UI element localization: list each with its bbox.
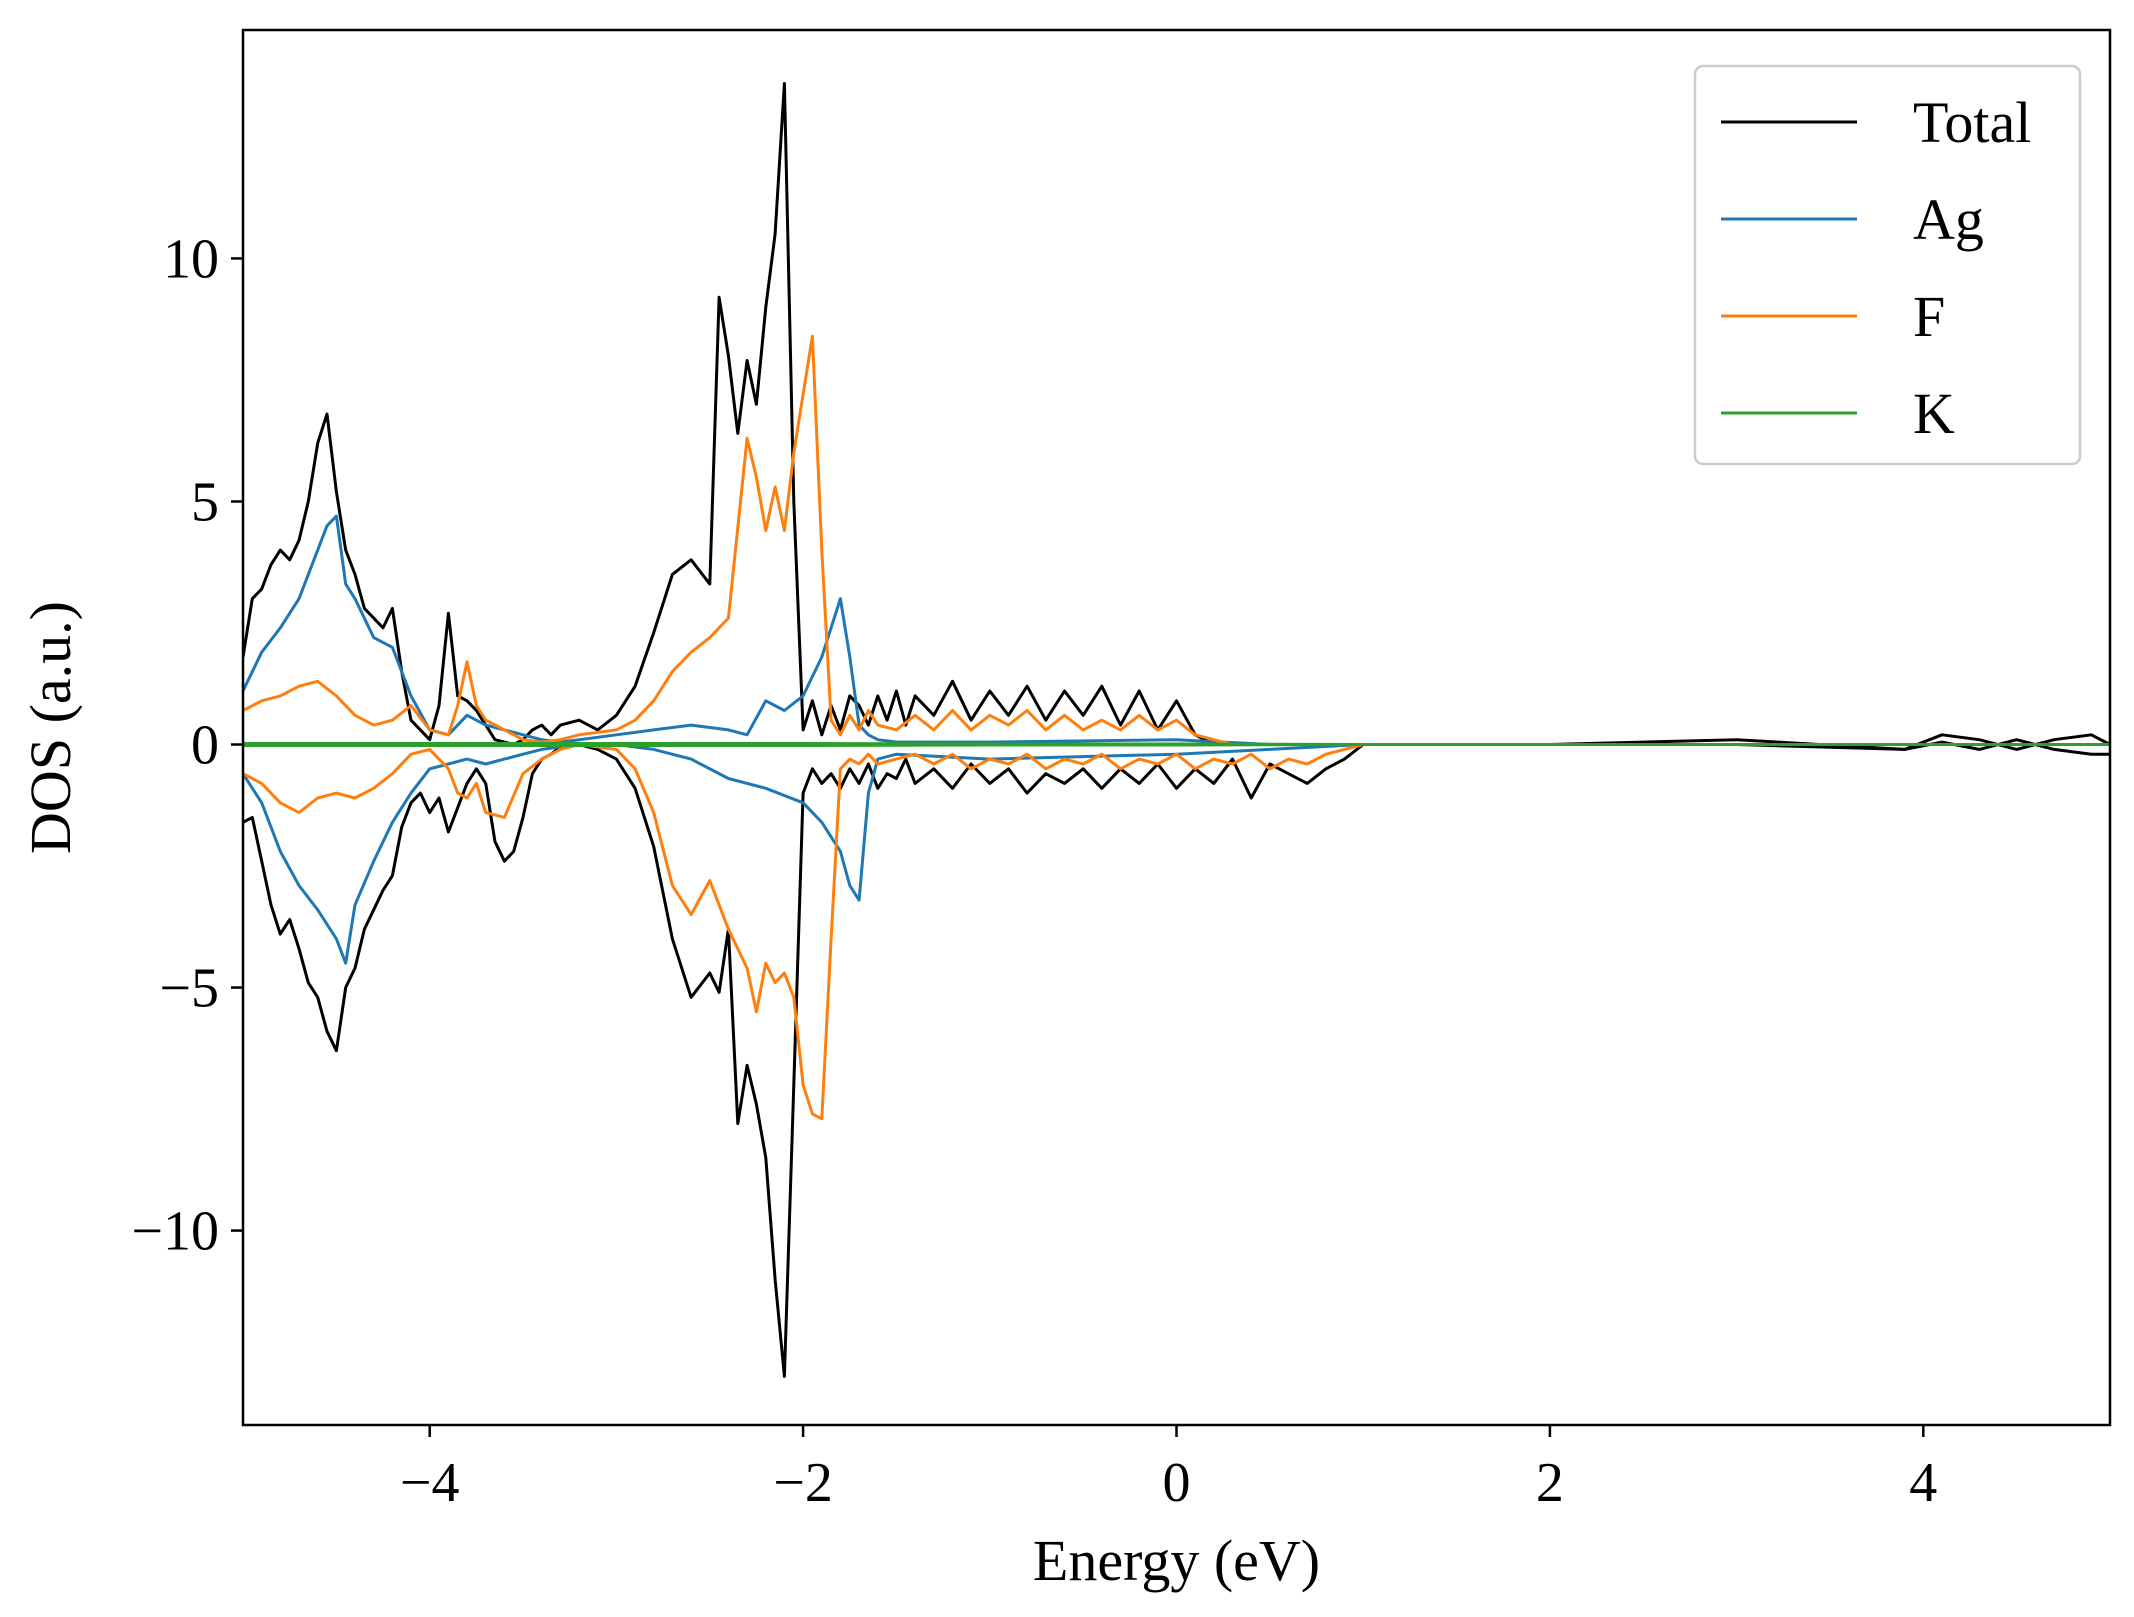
x-tick-label: 4 <box>1909 1452 1937 1514</box>
x-tick-label: −4 <box>400 1452 460 1514</box>
y-tick-label: −5 <box>159 958 219 1020</box>
legend-label-f: F <box>1913 284 1945 349</box>
y-tick-label: −10 <box>131 1201 219 1263</box>
y-tick-label: 5 <box>191 471 219 533</box>
y-axis-title: DOS (a.u.) <box>18 601 83 854</box>
series-f-spin-up-line <box>243 334 2110 746</box>
x-tick-label: 2 <box>1536 1452 1564 1514</box>
series-total-spin-down-line <box>243 738 2110 1378</box>
x-tick-label: −2 <box>773 1452 833 1514</box>
legend-label-ag: Ag <box>1913 187 1984 252</box>
x-axis-title: Energy (eV) <box>1033 1528 1320 1593</box>
legend-label-k: K <box>1913 381 1955 446</box>
legend-label-total: Total <box>1913 90 2031 155</box>
x-tick-label: 0 <box>1163 1452 1191 1514</box>
series-k-spin-down-line <box>243 743 2110 747</box>
series-total-spin-up-line <box>243 82 2110 751</box>
legend: Total Ag FK <box>1693 64 2082 466</box>
y-tick-label: 10 <box>163 228 219 290</box>
axes: −4 −2 0 2 4 −10 −5 0 5 10 Energy (eV) DOS (a.u.) <box>18 28 2112 1593</box>
series-ag-spin-up-line <box>243 514 2110 746</box>
y-tick-label: 0 <box>191 715 219 777</box>
series-f-spin-down-line <box>243 743 2110 1121</box>
legend-box <box>1693 64 2082 466</box>
plot-area <box>243 82 2110 1378</box>
